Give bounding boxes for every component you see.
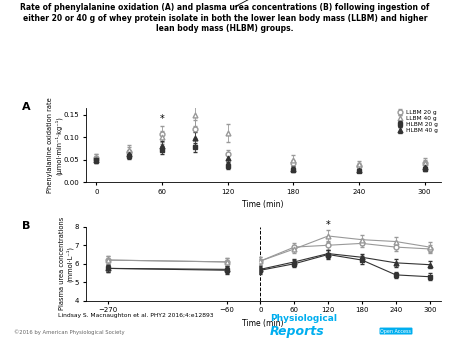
Text: B: B — [22, 221, 30, 231]
X-axis label: Time (min): Time (min) — [243, 319, 284, 328]
Text: Open Access: Open Access — [381, 329, 411, 334]
Text: A: A — [22, 102, 30, 112]
Text: Reports: Reports — [270, 325, 325, 338]
Text: *: * — [326, 220, 330, 230]
Y-axis label: Plasma urea concentrations
(mmol·L⁻¹): Plasma urea concentrations (mmol·L⁻¹) — [58, 217, 73, 310]
Y-axis label: Phenylalanine oxidation rate
(μmol·min⁻¹·kg⁻¹): Phenylalanine oxidation rate (μmol·min⁻¹… — [47, 97, 62, 193]
Text: Lindsay S. Macnaughton et al. PHY2 2016;4:e12893: Lindsay S. Macnaughton et al. PHY2 2016;… — [58, 313, 214, 318]
Text: Physiological: Physiological — [270, 314, 337, 323]
Bar — [235, 227, 257, 301]
X-axis label: Time (min): Time (min) — [243, 200, 284, 209]
Text: *: * — [193, 127, 197, 136]
Text: ©2016 by American Physiological Society: ©2016 by American Physiological Society — [14, 330, 124, 335]
Text: Rate of phenylalanine oxidation (A) and plasma urea concentrations (B) following: Rate of phenylalanine oxidation (A) and … — [20, 3, 430, 33]
Legend: LLBM 20 g, LLBM 40 g, HLBM 20 g, HLBM 40 g: LLBM 20 g, LLBM 40 g, HLBM 20 g, HLBM 40… — [396, 110, 438, 134]
Text: *: * — [160, 114, 164, 124]
